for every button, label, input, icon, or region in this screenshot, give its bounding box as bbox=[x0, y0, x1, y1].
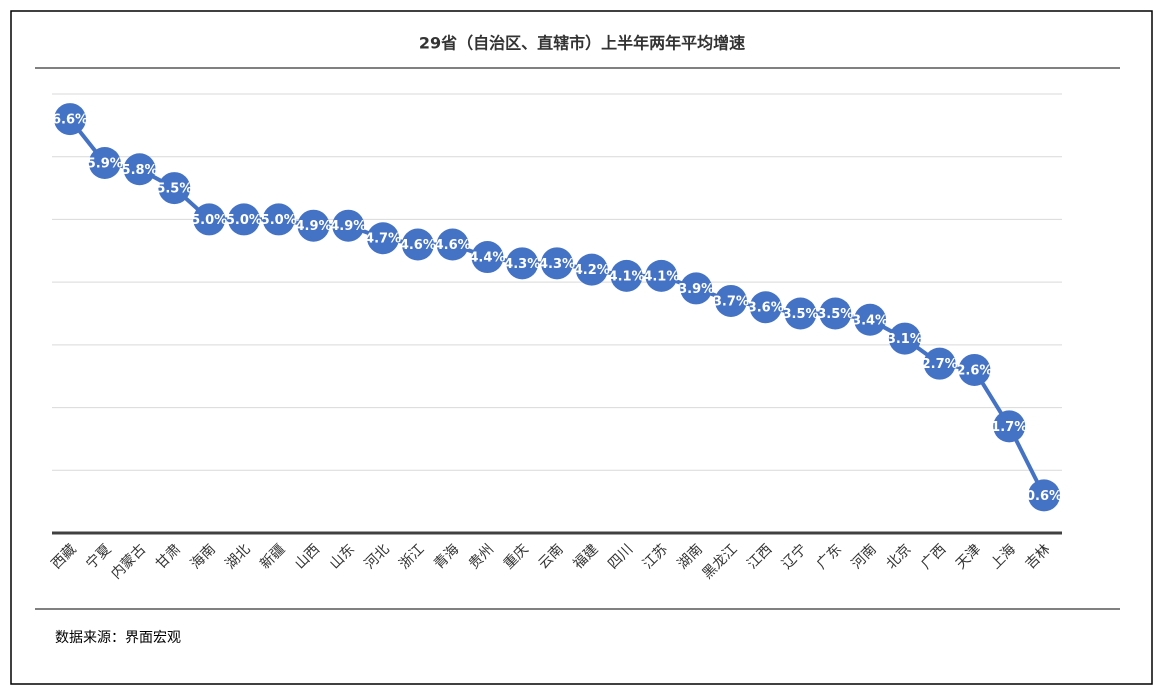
data-label: 4.1% bbox=[643, 269, 679, 284]
marker bbox=[506, 247, 539, 280]
source-note: 数据来源：界面宏观 bbox=[55, 630, 181, 646]
data-label: 3.5% bbox=[782, 307, 818, 322]
data-label: 4.6% bbox=[435, 238, 471, 253]
marker bbox=[541, 247, 573, 280]
data-label: 2.6% bbox=[956, 363, 992, 378]
data-label: 5.5% bbox=[156, 182, 192, 197]
data-label: 4.3% bbox=[539, 257, 575, 272]
chart-title: 29省（自治区、直辖市）上半年两年平均增速 bbox=[419, 34, 745, 53]
data-label: 4.6% bbox=[400, 238, 436, 253]
marker bbox=[471, 241, 504, 274]
marker bbox=[227, 203, 260, 236]
marker bbox=[297, 209, 330, 242]
data-label: 3.5% bbox=[817, 307, 853, 322]
data-label: 5.0% bbox=[226, 213, 262, 228]
marker bbox=[645, 259, 678, 292]
data-label: 3.9% bbox=[678, 282, 714, 297]
marker bbox=[680, 272, 713, 305]
data-label: 5.9% bbox=[87, 156, 123, 171]
data-label: 4.9% bbox=[330, 219, 366, 234]
data-label: 5.0% bbox=[261, 213, 297, 228]
marker bbox=[88, 146, 121, 179]
data-label: 2.7% bbox=[922, 357, 958, 372]
marker bbox=[367, 222, 400, 255]
data-label: 6.6% bbox=[52, 113, 88, 128]
data-label: 1.7% bbox=[991, 420, 1027, 435]
data-label: 3.6% bbox=[748, 301, 784, 316]
data-label: 4.2% bbox=[574, 263, 610, 278]
marker bbox=[436, 228, 469, 261]
data-label: 4.3% bbox=[504, 257, 540, 272]
marker bbox=[158, 172, 191, 205]
marker bbox=[610, 259, 643, 292]
marker bbox=[784, 297, 817, 330]
marker bbox=[993, 410, 1026, 443]
marker bbox=[854, 303, 887, 336]
data-label: 4.7% bbox=[365, 232, 401, 247]
marker bbox=[262, 203, 295, 236]
marker bbox=[888, 322, 921, 355]
marker bbox=[714, 284, 747, 317]
data-label: 4.9% bbox=[295, 219, 331, 234]
marker bbox=[958, 353, 991, 386]
marker bbox=[575, 253, 608, 286]
data-label: 4.4% bbox=[469, 251, 505, 266]
marker bbox=[193, 203, 226, 236]
marker bbox=[923, 347, 956, 380]
frame bbox=[10, 10, 1153, 685]
marker bbox=[819, 297, 852, 330]
data-label: 0.6% bbox=[1026, 489, 1062, 504]
data-label: 5.0% bbox=[191, 213, 227, 228]
data-label: 4.1% bbox=[609, 269, 645, 284]
data-label: 3.1% bbox=[887, 332, 923, 347]
marker bbox=[54, 103, 86, 136]
marker bbox=[401, 228, 434, 261]
data-label: 3.4% bbox=[852, 313, 888, 328]
marker bbox=[749, 291, 782, 324]
marker bbox=[1028, 479, 1060, 512]
marker bbox=[332, 209, 365, 242]
data-label: 3.7% bbox=[713, 294, 749, 309]
marker bbox=[123, 153, 156, 186]
data-label: 5.8% bbox=[122, 163, 158, 178]
